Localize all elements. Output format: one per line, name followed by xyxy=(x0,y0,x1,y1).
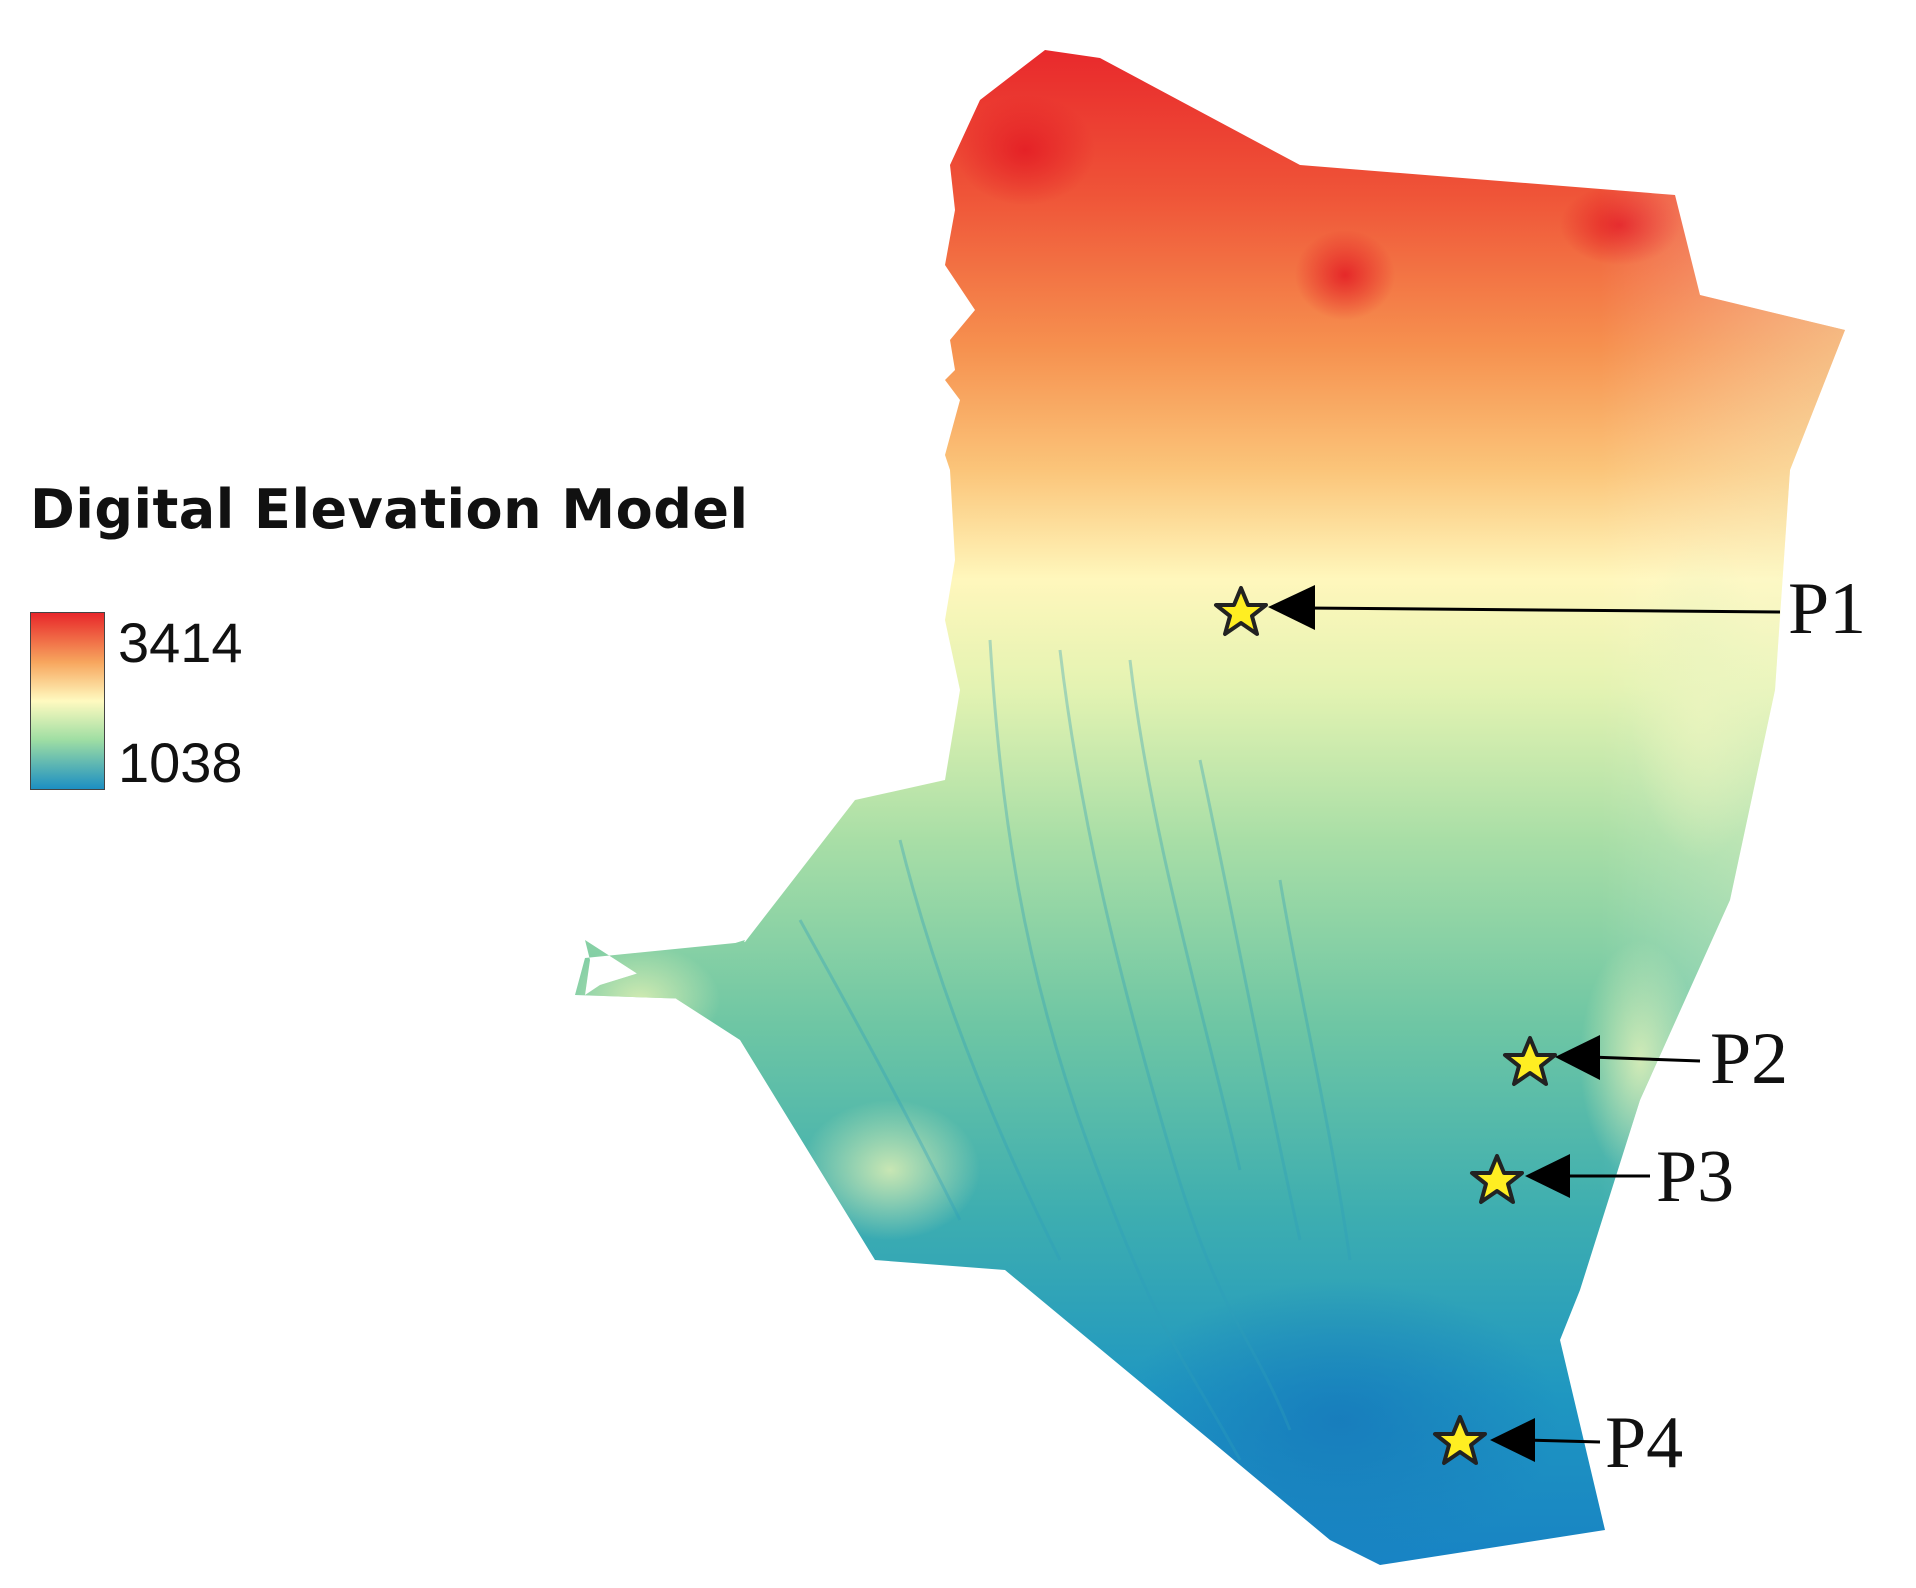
elevation-raster xyxy=(575,50,1845,1565)
point-label-p3: P3 xyxy=(1656,1136,1735,1218)
star-marker-p3 xyxy=(1470,1154,1524,1204)
star-marker-p2 xyxy=(1503,1036,1557,1086)
legend-color-ramp xyxy=(30,612,105,790)
point-label-p1: P1 xyxy=(1788,568,1867,650)
arrow-p4 xyxy=(1490,1418,1601,1462)
star-marker-p1 xyxy=(1214,586,1268,636)
arrow-p3 xyxy=(1525,1154,1650,1198)
arrow-p1 xyxy=(1268,585,1781,630)
arrow-p2 xyxy=(1555,1035,1701,1080)
star-marker-p4 xyxy=(1433,1415,1487,1465)
legend-title: Digital Elevation Model xyxy=(30,478,749,541)
point-label-p4: P4 xyxy=(1605,1402,1684,1484)
legend-min-value: 1038 xyxy=(118,731,243,794)
pointer-arrows xyxy=(1268,585,1781,1462)
legend-max-value: 3414 xyxy=(118,611,243,674)
point-label-p2: P2 xyxy=(1710,1018,1789,1100)
point-markers xyxy=(1214,586,1557,1465)
